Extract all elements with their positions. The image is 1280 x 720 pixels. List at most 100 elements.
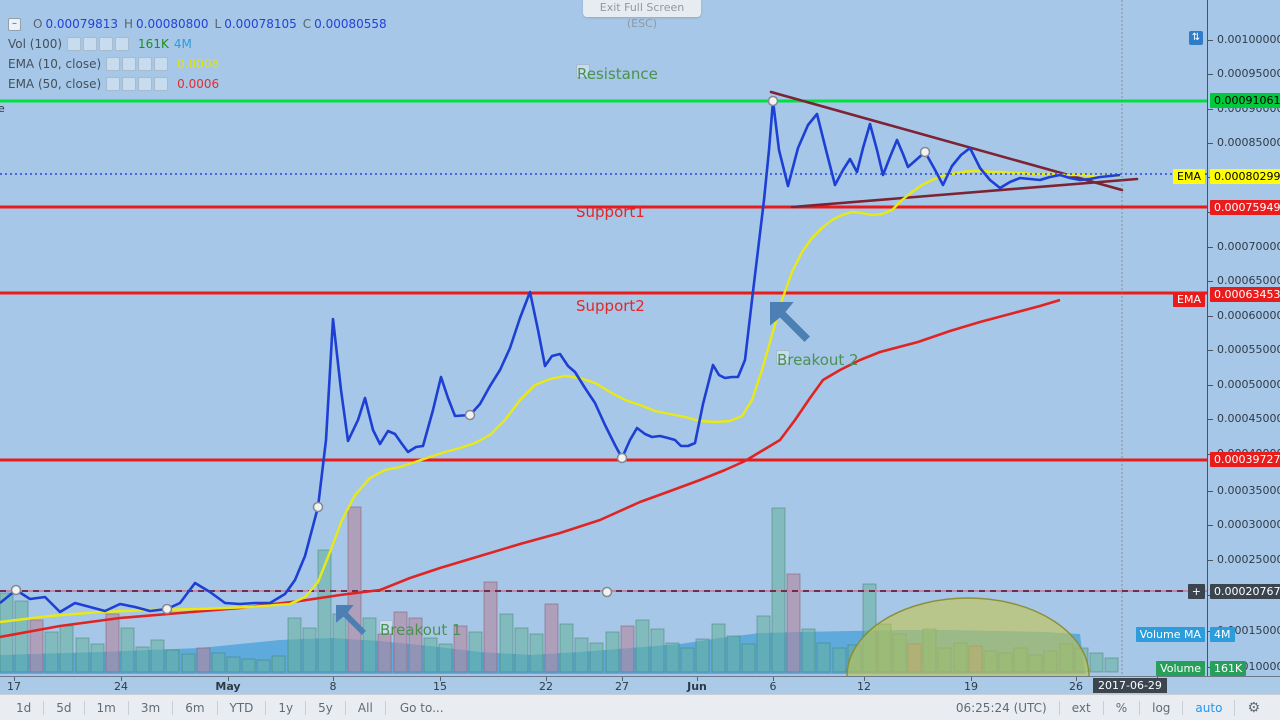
- range-all[interactable]: All: [346, 700, 386, 715]
- anchor-point[interactable]: [919, 146, 931, 158]
- anchor-point[interactable]: [464, 409, 476, 421]
- volume-bar: [559, 623, 574, 673]
- range-1m[interactable]: 1m: [85, 700, 129, 715]
- log-scale-toggle[interactable]: log: [1139, 700, 1182, 715]
- volume-indicator-label[interactable]: Vol (100): [8, 37, 63, 51]
- settings-icon[interactable]: [122, 57, 137, 71]
- volume-bar: [680, 647, 695, 673]
- price-tick-label: 0.00070000: [1217, 240, 1280, 253]
- date-tick-mark: [971, 677, 972, 681]
- price-chip: 4M: [1210, 627, 1235, 642]
- toolbar-right-group: 06:25:24 (UTC) ext % log auto ⚙: [944, 699, 1280, 716]
- anchor-point[interactable]: [601, 586, 613, 598]
- anchor-point[interactable]: [161, 603, 173, 615]
- range-1y[interactable]: 1y: [266, 700, 307, 715]
- volume-bar: [801, 628, 816, 673]
- price-tick-mark: [1208, 40, 1213, 41]
- price-tick-label: 0.00065000: [1217, 274, 1280, 287]
- add-icon[interactable]: [99, 37, 114, 51]
- close-icon[interactable]: [154, 77, 169, 91]
- price-axis[interactable]: 0.00100000 0.00095000 0.00090000 0.00085000…: [1207, 0, 1280, 676]
- legend-ohlc-row: – O 0.00079813 H 0.00080800 L 0.00078105…: [8, 14, 387, 34]
- price-tick-label: 0.00045000: [1217, 412, 1280, 425]
- eye-icon[interactable]: [106, 77, 121, 91]
- volume-bar: [302, 627, 317, 673]
- close-icon[interactable]: [115, 37, 130, 51]
- collapse-legend-button[interactable]: –: [8, 17, 21, 31]
- trendline[interactable]: [769, 90, 1124, 192]
- price-tick-label: 0.00025000: [1217, 553, 1280, 566]
- settings-icon[interactable]: [83, 37, 98, 51]
- ema10-indicator-label[interactable]: EMA (10, close): [8, 57, 102, 71]
- series-EMA10[interactable]: [0, 169, 1120, 624]
- price-tick-mark: [1208, 74, 1213, 75]
- range-3m[interactable]: 3m: [129, 700, 174, 715]
- anchor-point[interactable]: [10, 584, 22, 596]
- settings-icon[interactable]: [122, 77, 137, 91]
- volume-bar: [1104, 657, 1119, 673]
- volume-bar: [711, 623, 726, 673]
- scroll-to-recent-button[interactable]: ⇅: [1189, 31, 1203, 45]
- volume-bar: [499, 613, 514, 673]
- ema50-indicator-label[interactable]: EMA (50, close): [8, 77, 102, 91]
- clock[interactable]: 06:25:24 (UTC): [955, 700, 1047, 715]
- breakout-arrow[interactable]: [770, 302, 810, 342]
- range-5y[interactable]: 5y: [306, 700, 346, 715]
- price-tick-mark: [1208, 281, 1213, 282]
- volume-bar: [226, 656, 241, 673]
- price-chart-svg[interactable]: [0, 0, 1207, 676]
- date-axis[interactable]: 2017-06-29 1724May8152227Jun6121926Jul: [0, 676, 1280, 694]
- eye-icon[interactable]: [106, 57, 121, 71]
- volume-bar: [59, 625, 74, 673]
- add-icon[interactable]: [138, 77, 153, 91]
- date-label: 26: [1069, 680, 1083, 693]
- extended-hours-toggle[interactable]: ext: [1058, 700, 1103, 715]
- price-chip: 0.00091061: [1210, 93, 1280, 108]
- range-ytd[interactable]: YTD: [218, 700, 267, 715]
- volume-bar: [786, 573, 801, 673]
- range-6m[interactable]: 6m: [173, 700, 218, 715]
- anchor-point[interactable]: [616, 452, 628, 464]
- date-tick-mark: [228, 677, 229, 681]
- annotation-resistance[interactable]: Resistance: [576, 64, 658, 83]
- date-tick-mark: [622, 677, 623, 681]
- series-EMA50[interactable]: [0, 298, 1061, 639]
- series-close[interactable]: [0, 99, 1121, 614]
- auto-scale-toggle[interactable]: auto: [1182, 700, 1234, 715]
- legend-panel: – O 0.00079813 H 0.00080800 L 0.00078105…: [8, 14, 387, 94]
- add-icon[interactable]: [138, 57, 153, 71]
- trendline[interactable]: [790, 177, 1139, 209]
- eye-icon[interactable]: [67, 37, 82, 51]
- anchor-point[interactable]: [767, 95, 779, 107]
- breakout-arrow[interactable]: [336, 605, 366, 635]
- volume-bar: [135, 646, 150, 673]
- annotation-support1[interactable]: Support1: [576, 203, 645, 221]
- annotation-breakout1[interactable]: Breakout 1: [379, 620, 462, 639]
- annotation-support2[interactable]: Support2: [576, 297, 645, 315]
- range-5d[interactable]: 5d: [44, 700, 85, 715]
- percent-scale-toggle[interactable]: %: [1102, 700, 1139, 715]
- goto-button[interactable]: Go to...: [399, 700, 444, 715]
- highlight-ellipse[interactable]: [846, 597, 1090, 676]
- volume-bar: [453, 625, 468, 673]
- volume-bar: [620, 625, 635, 673]
- price-tick-mark: [1208, 491, 1213, 492]
- chart-area[interactable]: e – O 0.00079813 H 0.00080800 L 0.000781…: [0, 0, 1207, 676]
- anchor-point[interactable]: [312, 501, 324, 513]
- date-label: 24: [114, 680, 128, 693]
- bottom-toolbar: 1d 5d 1m 3m 6m YTD 1y 5y All Go to... 06:25:24 (U…: [0, 694, 1280, 720]
- price-tick-label: 0.00050000: [1217, 378, 1280, 391]
- volume-bar: [377, 633, 392, 673]
- date-label: 12: [857, 680, 871, 693]
- range-1d[interactable]: 1d: [4, 700, 45, 715]
- annotation-breakout2[interactable]: Breakout 2: [776, 350, 859, 369]
- volume-bar: [816, 642, 831, 673]
- close-icon[interactable]: [154, 57, 169, 71]
- price-chip: 161K: [1210, 661, 1247, 676]
- date-label: 22: [539, 680, 553, 693]
- legend-ema50-row: EMA (50, close) 0.0006: [8, 74, 387, 94]
- price-chip: 0.00080299: [1210, 169, 1280, 184]
- gear-icon[interactable]: ⚙: [1234, 699, 1272, 716]
- date-tick-mark: [440, 677, 441, 681]
